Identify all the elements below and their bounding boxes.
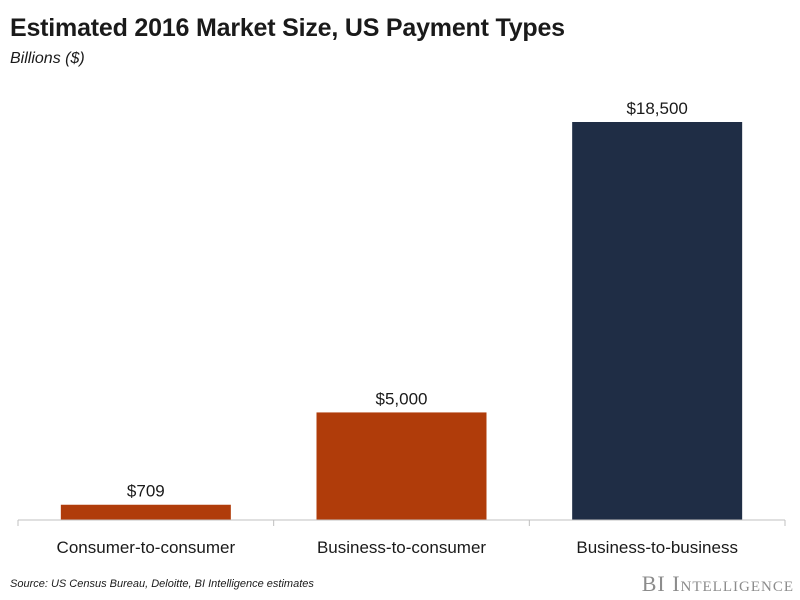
data-label-business-to-consumer: $5,000 [376,389,428,408]
data-label-consumer-to-consumer: $709 [127,482,165,501]
chart-subtitle: Billions ($) [10,50,85,67]
x-tick-label-business-to-consumer: Business-to-consumer [317,538,486,557]
bar-business-to-consumer [316,412,487,520]
brand-word: Intelligence [672,571,794,596]
bi-intelligence-logo: BI Intelligence [642,571,794,597]
data-label-business-to-business: $18,500 [626,99,687,118]
brand-prefix: BI [641,571,666,596]
bars-layer [60,122,743,520]
source-note: Source: US Census Bureau, Deloitte, BI I… [10,578,314,590]
x-tick-label-business-to-business: Business-to-business [576,538,738,557]
x-tick-label-consumer-to-consumer: Consumer-to-consumer [57,538,236,557]
bar-business-to-business [572,122,743,520]
bar-consumer-to-consumer [60,504,231,520]
x-axis-ticks [17,520,786,526]
chart-title: Estimated 2016 Market Size, US Payment T… [10,14,565,42]
labels-layer: $709 Consumer-to-consumer $5,000 Business-t… [57,99,738,557]
